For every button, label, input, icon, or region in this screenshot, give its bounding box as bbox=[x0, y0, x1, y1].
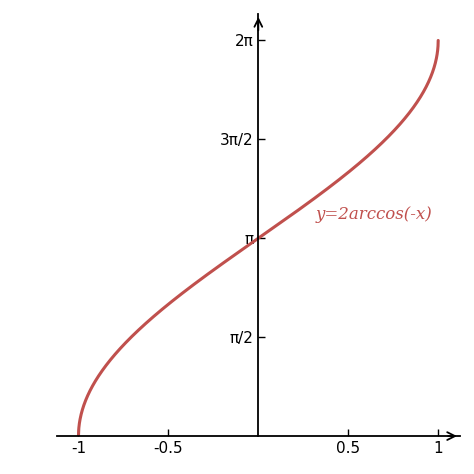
Text: y=2arccos(-x): y=2arccos(-x) bbox=[316, 206, 433, 223]
